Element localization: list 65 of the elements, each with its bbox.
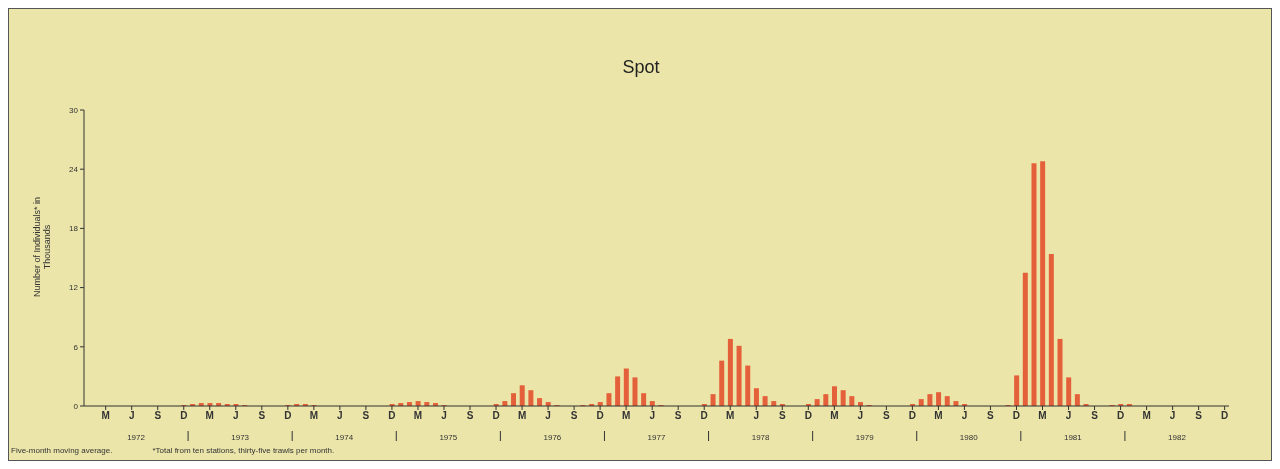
- x-tick-label: J: [441, 410, 447, 422]
- x-tick-label: S: [1091, 410, 1099, 422]
- x-tick-label: J: [233, 410, 239, 422]
- text: 1976: [543, 433, 562, 442]
- text: 1978: [751, 433, 771, 442]
- y-tick-label: 18: [69, 224, 79, 234]
- x-tick-label: D: [492, 410, 500, 422]
- text: 1980: [959, 433, 979, 442]
- y-tick-label: 6: [73, 342, 79, 352]
- x-tick-label: D: [284, 410, 292, 422]
- x-tick-label: S: [154, 410, 162, 422]
- x-tick-label: M: [934, 410, 943, 422]
- text: 1979: [855, 433, 875, 442]
- x-tick-label: M: [309, 410, 319, 422]
- x-tick-label: S: [1195, 410, 1203, 422]
- x-tick-label: M: [726, 410, 735, 422]
- x-tick-label: J: [1169, 410, 1176, 422]
- x-tick-label: M: [205, 410, 214, 422]
- x-tick-label: J: [753, 410, 760, 422]
- x-tick-label: J: [545, 410, 551, 422]
- text: 1977: [647, 433, 666, 442]
- x-tick-label: D: [1116, 410, 1125, 422]
- x-tick-label: S: [362, 410, 370, 422]
- y-tick-label: 0: [73, 401, 79, 411]
- x-tick-label: M: [101, 410, 110, 422]
- x-tick-label: M: [517, 410, 527, 422]
- x-tick-label: J: [337, 410, 343, 422]
- y-axis-title: Number of Individuals* in Thousands: [32, 195, 52, 300]
- x-tick-label: M: [830, 410, 839, 422]
- chart-title: Spot: [621, 57, 661, 78]
- text: 1974: [335, 433, 354, 442]
- x-tick-label: J: [961, 410, 968, 422]
- y-tick-label: 12: [69, 283, 79, 293]
- x-tick-label: J: [1065, 410, 1072, 422]
- x-tick-label: S: [466, 410, 474, 422]
- x-tick-label: J: [649, 410, 655, 422]
- x-tick-label: D: [804, 410, 812, 422]
- x-tick-label: D: [1221, 410, 1229, 422]
- text: *Total from ten stations, thirty-five trawls per month.: [152, 446, 335, 455]
- x-tick-label: D: [388, 410, 396, 422]
- x-tick-label: J: [128, 410, 135, 422]
- x-tick-label: M: [1038, 410, 1047, 422]
- x-tick-label: S: [570, 410, 578, 422]
- x-tick-label: S: [883, 410, 891, 422]
- text: Five-month moving average.: [11, 446, 113, 455]
- text: 1972: [127, 433, 146, 442]
- x-tick-label: D: [180, 410, 188, 422]
- x-tick-label: M: [1142, 410, 1151, 422]
- x-tick-label: M: [621, 410, 631, 422]
- y-tick-label: 30: [69, 105, 79, 115]
- x-tick-label: D: [596, 410, 604, 422]
- x-tick-label: D: [908, 410, 917, 422]
- x-tick-label: D: [700, 410, 708, 422]
- x-tick-label: D: [1012, 410, 1021, 422]
- x-tick-label: S: [258, 410, 266, 422]
- x-tick-label: S: [987, 410, 995, 422]
- text: 1973: [231, 433, 250, 442]
- x-tick-label: S: [674, 410, 682, 422]
- x-tick-label: M: [413, 410, 423, 422]
- text: 1982: [1168, 433, 1187, 442]
- y-tick-label: 24: [69, 165, 79, 175]
- x-tick-label: S: [778, 410, 786, 422]
- text: 1975: [439, 433, 458, 442]
- text: 1981: [1063, 433, 1083, 442]
- x-tick-label: J: [857, 410, 864, 422]
